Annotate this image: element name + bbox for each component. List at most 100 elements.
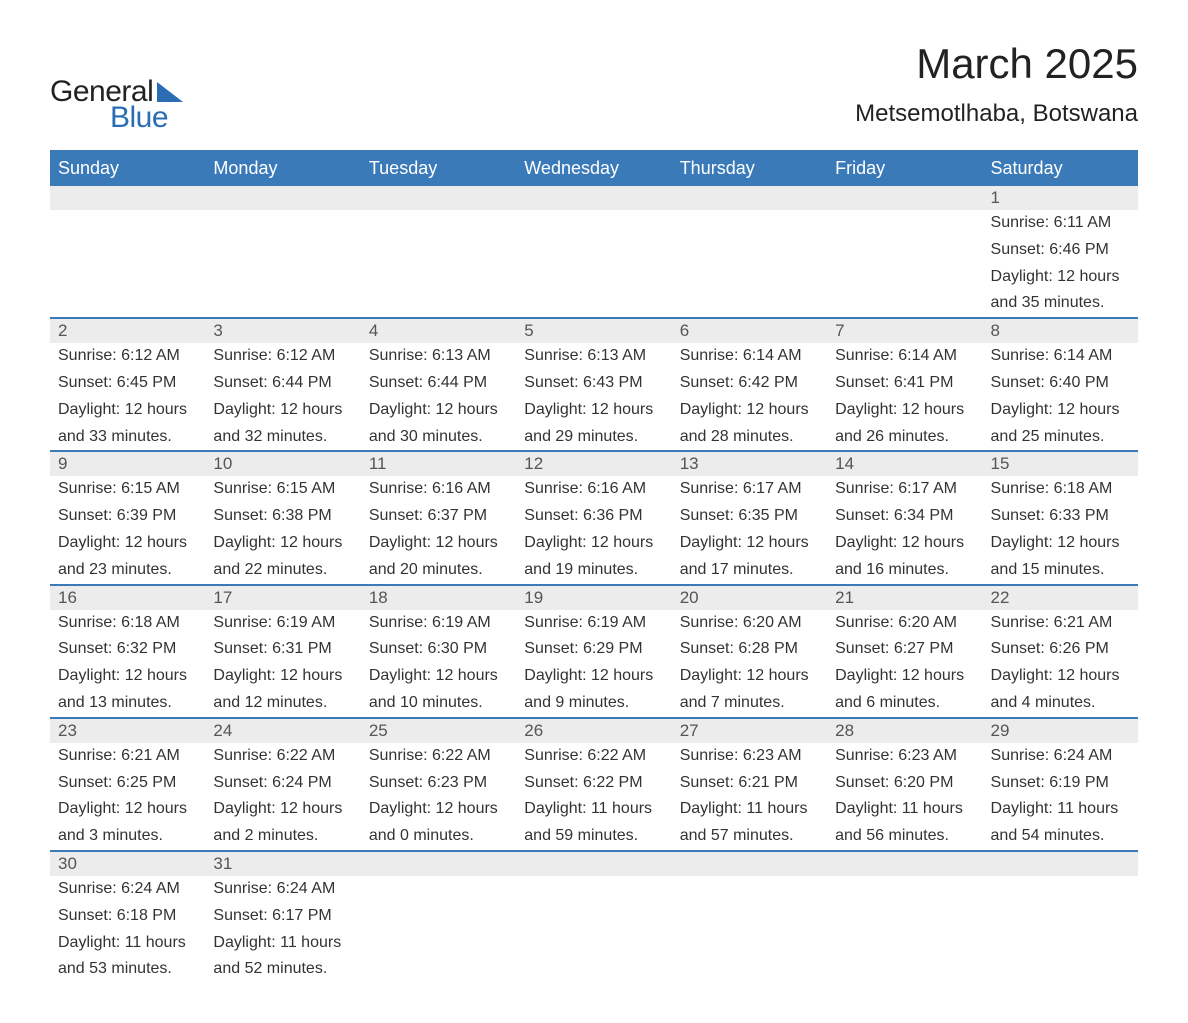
data-cell xyxy=(672,237,827,264)
data-cell: Sunset: 6:33 PM xyxy=(983,503,1138,530)
data-cell: Sunset: 6:28 PM xyxy=(672,636,827,663)
data-cell: Sunset: 6:32 PM xyxy=(50,636,205,663)
data-cell: and 13 minutes. xyxy=(50,690,205,718)
data-cell: Sunset: 6:25 PM xyxy=(50,770,205,797)
data-row-daylight1: Daylight: 12 hoursDaylight: 12 hoursDayl… xyxy=(50,530,1138,557)
data-cell: Daylight: 12 hours xyxy=(50,397,205,424)
date-row: 2345678 xyxy=(50,318,1138,343)
date-cell xyxy=(516,851,671,876)
weekday-header: Saturday xyxy=(983,150,1138,186)
data-cell: Daylight: 12 hours xyxy=(983,397,1138,424)
data-cell: Daylight: 12 hours xyxy=(983,663,1138,690)
data-cell: Sunset: 6:26 PM xyxy=(983,636,1138,663)
data-cell: Sunset: 6:21 PM xyxy=(672,770,827,797)
date-cell: 16 xyxy=(50,585,205,610)
data-cell: and 4 minutes. xyxy=(983,690,1138,718)
data-cell: and 57 minutes. xyxy=(672,823,827,851)
date-cell: 8 xyxy=(983,318,1138,343)
data-cell: and 17 minutes. xyxy=(672,557,827,585)
data-cell xyxy=(50,210,205,237)
data-cell: Daylight: 12 hours xyxy=(50,796,205,823)
data-cell: and 19 minutes. xyxy=(516,557,671,585)
data-row-daylight1: Daylight: 12 hours xyxy=(50,264,1138,291)
title-block: March 2025 Metsemotlhaba, Botswana xyxy=(855,40,1138,128)
data-cell: Sunset: 6:36 PM xyxy=(516,503,671,530)
data-row-sunrise: Sunrise: 6:24 AMSunrise: 6:24 AM xyxy=(50,876,1138,903)
data-cell: Sunrise: 6:22 AM xyxy=(361,743,516,770)
data-cell: Daylight: 11 hours xyxy=(827,796,982,823)
data-cell xyxy=(827,264,982,291)
date-cell xyxy=(516,186,671,210)
date-cell xyxy=(361,851,516,876)
data-cell: Daylight: 11 hours xyxy=(205,930,360,957)
data-row-sunset: Sunset: 6:45 PMSunset: 6:44 PMSunset: 6:… xyxy=(50,370,1138,397)
data-row-daylight2: and 53 minutes.and 52 minutes. xyxy=(50,956,1138,983)
date-cell: 18 xyxy=(361,585,516,610)
data-cell xyxy=(983,956,1138,983)
data-cell xyxy=(361,876,516,903)
data-cell xyxy=(361,930,516,957)
data-cell xyxy=(516,876,671,903)
data-cell xyxy=(361,956,516,983)
data-cell: Sunset: 6:44 PM xyxy=(361,370,516,397)
data-cell: Daylight: 12 hours xyxy=(361,663,516,690)
data-cell: Daylight: 11 hours xyxy=(672,796,827,823)
data-cell: Daylight: 12 hours xyxy=(827,530,982,557)
data-cell: Sunrise: 6:15 AM xyxy=(205,476,360,503)
data-cell xyxy=(205,237,360,264)
data-cell: Sunset: 6:27 PM xyxy=(827,636,982,663)
data-cell xyxy=(672,956,827,983)
date-cell xyxy=(672,186,827,210)
data-cell xyxy=(827,956,982,983)
data-cell xyxy=(672,290,827,318)
data-cell: Sunrise: 6:18 AM xyxy=(50,610,205,637)
data-cell xyxy=(983,903,1138,930)
data-cell: and 35 minutes. xyxy=(983,290,1138,318)
data-cell: Sunrise: 6:24 AM xyxy=(50,876,205,903)
data-cell: Sunset: 6:35 PM xyxy=(672,503,827,530)
data-cell: and 33 minutes. xyxy=(50,424,205,452)
date-cell: 29 xyxy=(983,718,1138,743)
data-cell: and 10 minutes. xyxy=(361,690,516,718)
data-row-sunrise: Sunrise: 6:18 AMSunrise: 6:19 AMSunrise:… xyxy=(50,610,1138,637)
data-row-sunset: Sunset: 6:39 PMSunset: 6:38 PMSunset: 6:… xyxy=(50,503,1138,530)
data-cell xyxy=(516,930,671,957)
data-cell: Sunrise: 6:23 AM xyxy=(827,743,982,770)
data-row-daylight2: and 3 minutes.and 2 minutes.and 0 minute… xyxy=(50,823,1138,851)
data-row-daylight2: and 23 minutes.and 22 minutes.and 20 min… xyxy=(50,557,1138,585)
data-cell xyxy=(205,210,360,237)
data-cell: Sunrise: 6:21 AM xyxy=(983,610,1138,637)
data-cell xyxy=(672,876,827,903)
data-cell: Sunrise: 6:14 AM xyxy=(827,343,982,370)
date-cell: 2 xyxy=(50,318,205,343)
data-cell: Sunrise: 6:16 AM xyxy=(516,476,671,503)
data-cell: Sunset: 6:40 PM xyxy=(983,370,1138,397)
data-cell: Sunrise: 6:15 AM xyxy=(50,476,205,503)
data-cell: and 16 minutes. xyxy=(827,557,982,585)
data-cell xyxy=(516,290,671,318)
data-cell: Sunrise: 6:24 AM xyxy=(983,743,1138,770)
data-cell xyxy=(516,956,671,983)
data-cell xyxy=(50,290,205,318)
data-cell xyxy=(516,903,671,930)
data-cell: Sunrise: 6:17 AM xyxy=(672,476,827,503)
date-cell: 13 xyxy=(672,451,827,476)
date-cell: 20 xyxy=(672,585,827,610)
date-cell xyxy=(983,851,1138,876)
data-cell: and 20 minutes. xyxy=(361,557,516,585)
data-cell: and 59 minutes. xyxy=(516,823,671,851)
data-row-sunrise: Sunrise: 6:12 AMSunrise: 6:12 AMSunrise:… xyxy=(50,343,1138,370)
data-cell: and 32 minutes. xyxy=(205,424,360,452)
date-cell: 31 xyxy=(205,851,360,876)
data-cell xyxy=(516,210,671,237)
data-cell: Sunrise: 6:18 AM xyxy=(983,476,1138,503)
data-cell: and 0 minutes. xyxy=(361,823,516,851)
data-row-sunset: Sunset: 6:32 PMSunset: 6:31 PMSunset: 6:… xyxy=(50,636,1138,663)
data-cell xyxy=(516,264,671,291)
weekday-header: Monday xyxy=(205,150,360,186)
date-cell: 23 xyxy=(50,718,205,743)
date-cell: 4 xyxy=(361,318,516,343)
data-cell xyxy=(50,237,205,264)
date-row: 9101112131415 xyxy=(50,451,1138,476)
data-cell xyxy=(516,237,671,264)
